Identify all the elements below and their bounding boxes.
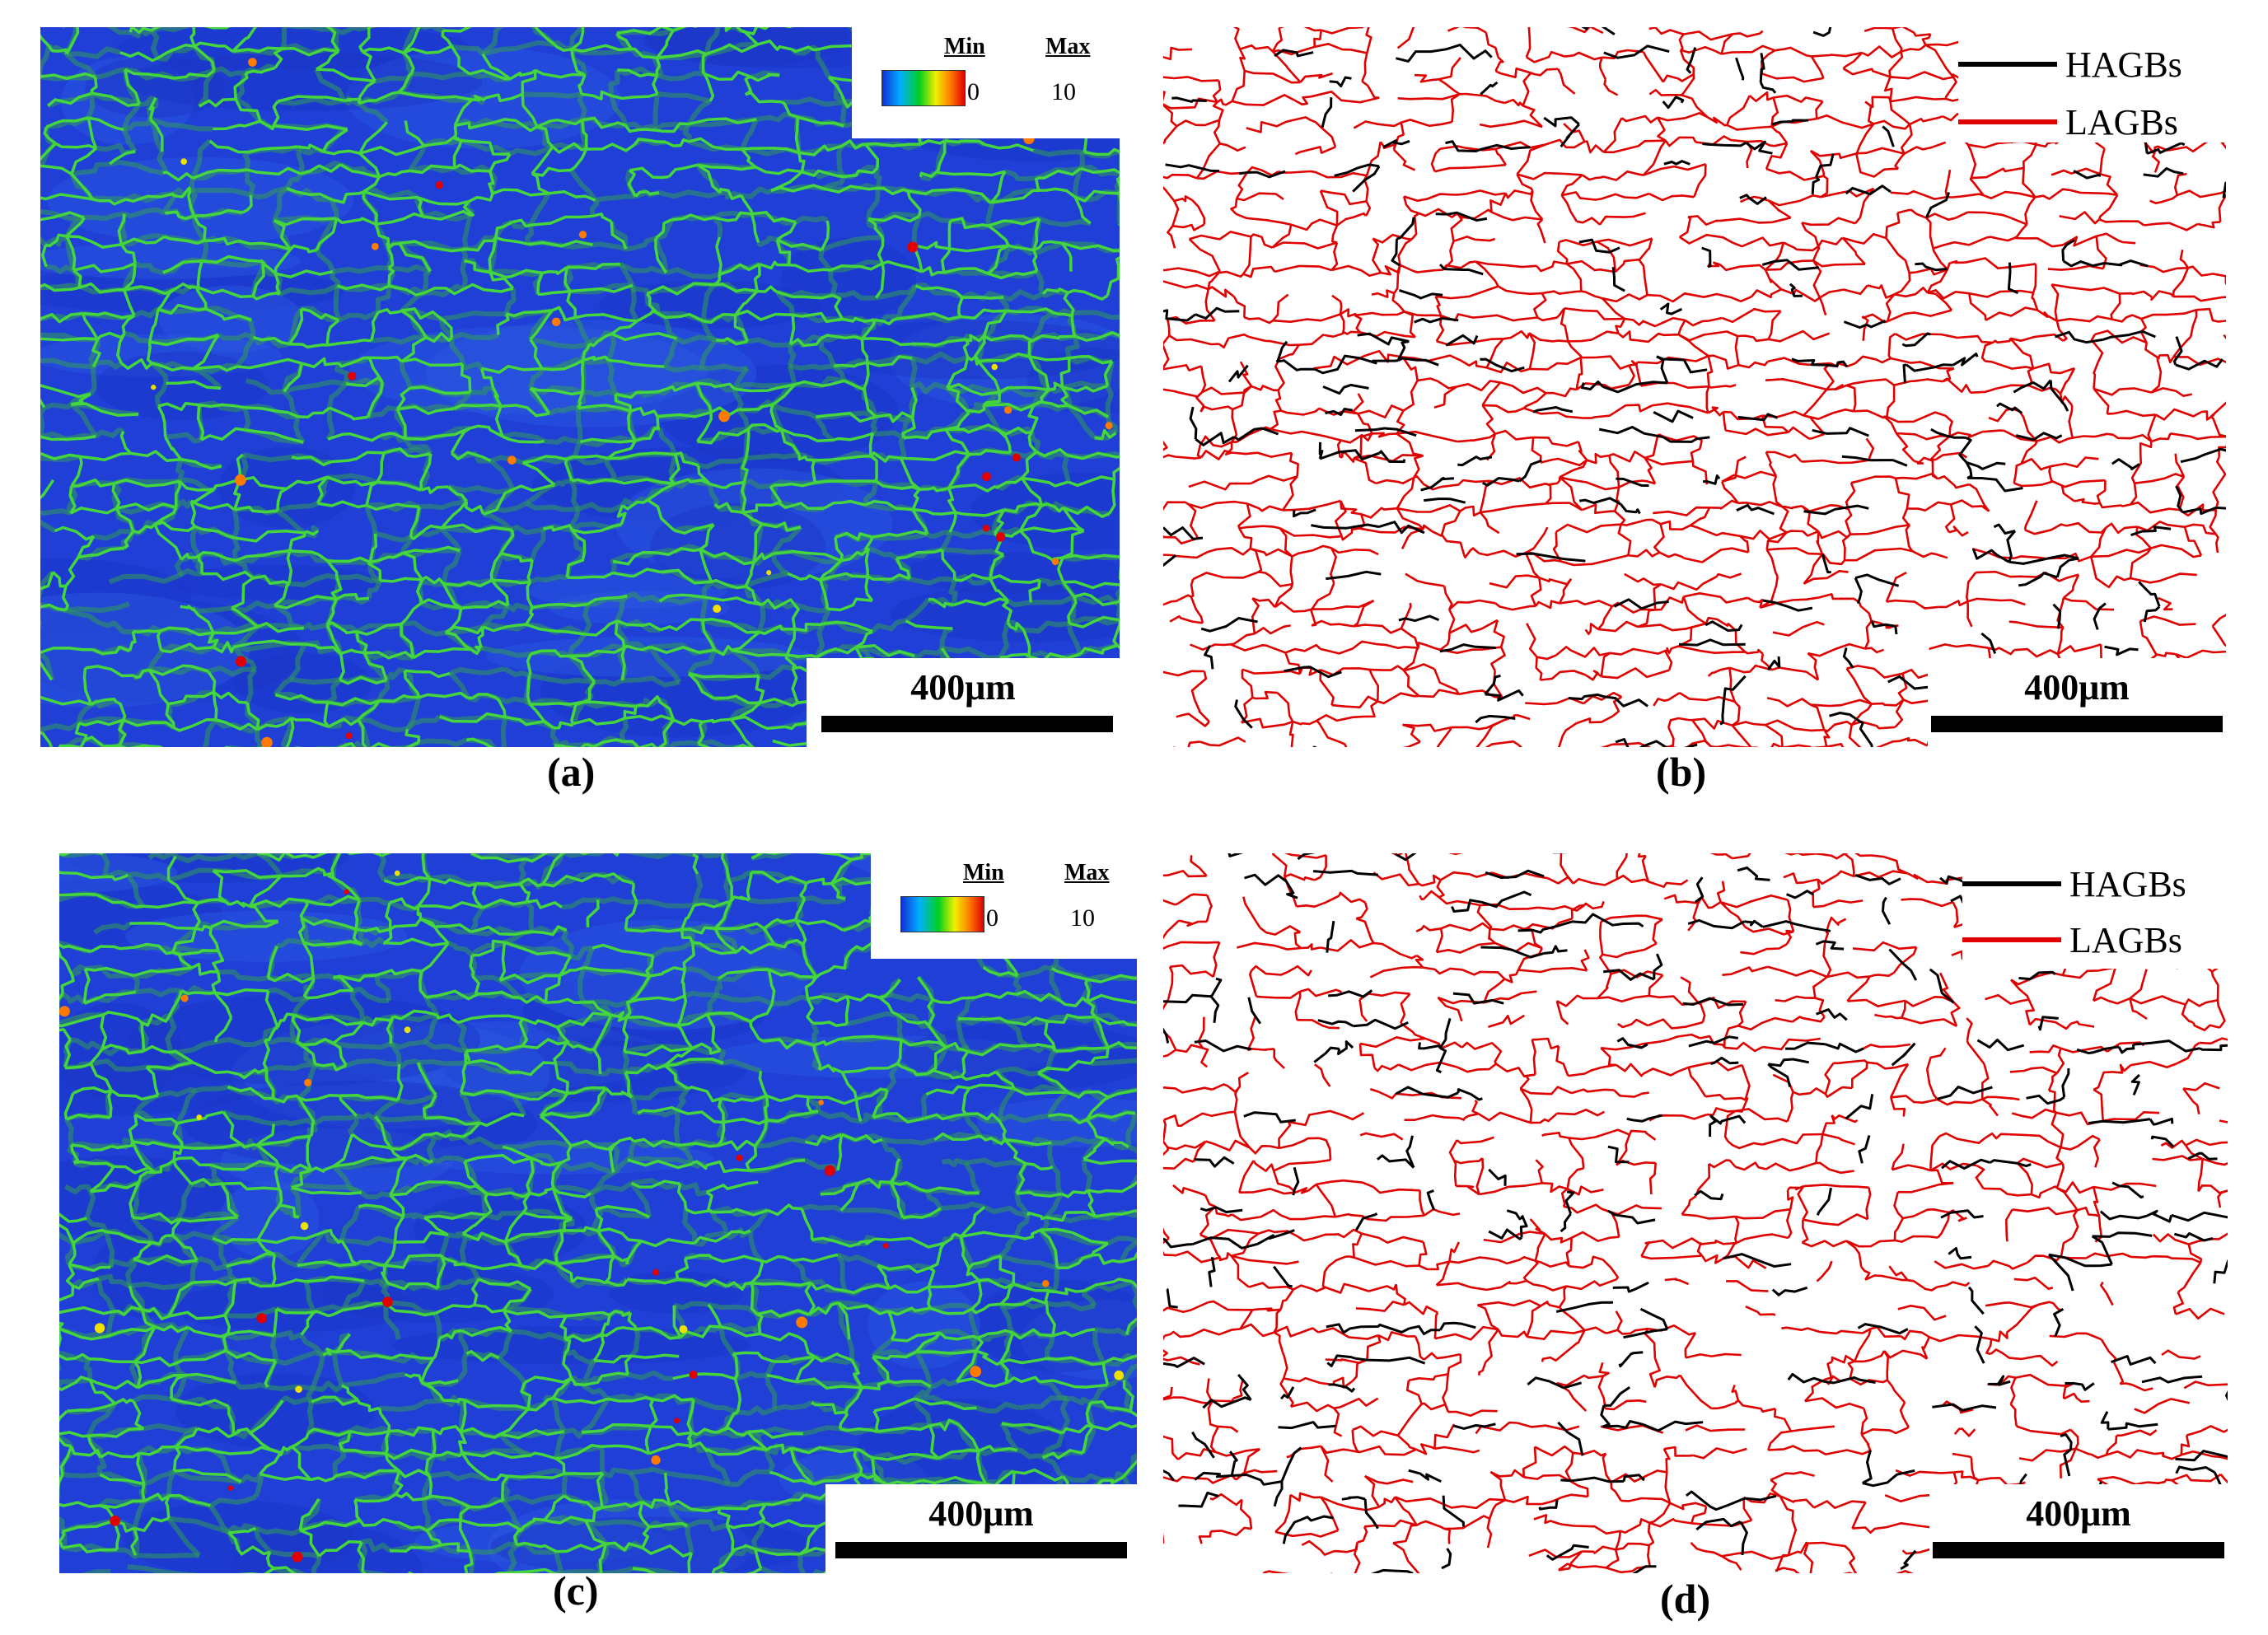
colorkey-min-label-a: Min bbox=[944, 34, 985, 59]
legend-row-hagb-d: HAGBs bbox=[1962, 863, 2228, 904]
caption-c: (c) bbox=[553, 1567, 599, 1614]
scale-bar-a: 400μm bbox=[807, 658, 1120, 747]
scale-bar-label-c: 400μm bbox=[928, 1493, 1034, 1534]
color-key-a: Min Max 0 10 bbox=[852, 27, 1120, 138]
color-key-c: Min Max 0 10 bbox=[871, 853, 1137, 959]
colorkey-max-value-c: 10 bbox=[1070, 904, 1095, 932]
colorkey-min-value-a: 0 bbox=[967, 78, 980, 105]
legend-swatch-hagb-b bbox=[1958, 62, 2057, 67]
legend-label-lagb-d: LAGBs bbox=[2069, 920, 2182, 960]
legend-swatch-lagb-b bbox=[1958, 119, 2057, 124]
caption-a: (a) bbox=[547, 749, 596, 795]
colorkey-max-value-a: 10 bbox=[1051, 78, 1076, 105]
kam-map-c: Min Max 0 10 400μm bbox=[59, 853, 1137, 1573]
caption-d: (d) bbox=[1660, 1576, 1711, 1622]
legend-row-lagb-b: LAGBs bbox=[1958, 101, 2226, 142]
scale-bar-label-b: 400μm bbox=[2024, 667, 2130, 708]
grain-boundary-map-b: HAGBs LAGBs 400μm bbox=[1163, 27, 2226, 747]
scale-bar-line-d bbox=[1933, 1542, 2224, 1558]
legend-swatch-hagb-d bbox=[1962, 881, 2061, 886]
colorkey-max-label-a: Max bbox=[1045, 34, 1091, 59]
colorkey-min-label-c: Min bbox=[963, 860, 1004, 885]
colorkey-min-value-c: 0 bbox=[986, 904, 998, 932]
scale-bar-c: 400μm bbox=[825, 1484, 1137, 1573]
legend-row-hagb-b: HAGBs bbox=[1958, 44, 2226, 85]
scale-bar-label-a: 400μm bbox=[910, 667, 1016, 708]
grain-boundary-map-d: HAGBs LAGBs 400μm bbox=[1163, 853, 2228, 1573]
kam-map-c-image bbox=[59, 853, 1137, 1573]
legend-row-lagb-d: LAGBs bbox=[1962, 919, 2228, 960]
color-ramp-c bbox=[900, 896, 984, 932]
legend-label-hagb-b: HAGBs bbox=[2065, 44, 2182, 85]
legend-b: HAGBs LAGBs bbox=[1958, 27, 2226, 142]
scale-bar-line-b bbox=[1931, 716, 2223, 732]
scale-bar-b: 400μm bbox=[1928, 658, 2226, 747]
scale-bar-d: 400μm bbox=[1929, 1484, 2228, 1573]
color-ramp-a bbox=[881, 70, 966, 106]
colorkey-max-label-c: Max bbox=[1064, 860, 1110, 885]
scale-bar-label-d: 400μm bbox=[2026, 1493, 2131, 1534]
scale-bar-line-a bbox=[821, 716, 1113, 732]
legend-label-hagb-d: HAGBs bbox=[2069, 864, 2186, 904]
caption-b: (b) bbox=[1656, 749, 1707, 795]
kam-map-a: Min Max 0 10 400μm bbox=[40, 27, 1120, 747]
legend-label-lagb-b: LAGBs bbox=[2065, 102, 2178, 142]
legend-d: HAGBs LAGBs bbox=[1962, 853, 2228, 969]
scale-bar-line-c bbox=[835, 1542, 1127, 1558]
legend-swatch-lagb-d bbox=[1962, 937, 2061, 942]
